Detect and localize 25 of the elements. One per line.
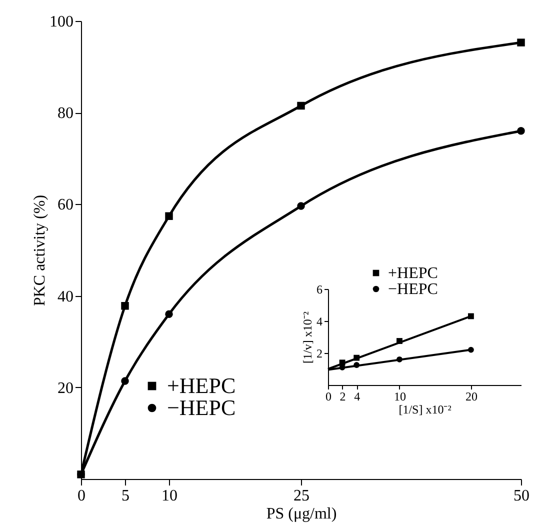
x-axis-title: PS (μg/ml)	[266, 506, 337, 522]
x-tick-label: 25	[294, 488, 310, 504]
y-tick-label: 40	[58, 288, 74, 306]
legend-label: −HEPC	[167, 395, 236, 420]
y-tick-label: 2	[316, 346, 322, 360]
x-tick-label: 5	[122, 488, 130, 504]
y-tick-label: 100	[50, 14, 74, 30]
legend-label: +HEPC	[388, 265, 438, 282]
x-tick-label: 0	[78, 488, 86, 504]
y-tick-label: 80	[58, 105, 74, 122]
legend-label: −HEPC	[388, 281, 438, 298]
x-tick-label: 10	[162, 488, 178, 504]
x-tick-label: 2	[340, 390, 346, 404]
x-tick-label: 50	[514, 488, 530, 504]
x-tick-label: 10	[394, 390, 406, 404]
y-axis-title: [1/v] x10⁻²	[300, 311, 314, 364]
x-tick-label: 4	[354, 390, 360, 404]
y-tick-label: 4	[316, 314, 322, 328]
x-tick-label: 20	[465, 390, 478, 404]
y-axis-title: PKC activity (%)	[32, 194, 48, 306]
y-tick-label: 60	[58, 196, 74, 214]
x-tick-label: 0	[326, 390, 332, 404]
y-tick-label: 6	[316, 282, 322, 296]
x-axis-title: [1/S] x10⁻²	[398, 402, 452, 416]
legend-label: +HEPC	[167, 373, 236, 398]
